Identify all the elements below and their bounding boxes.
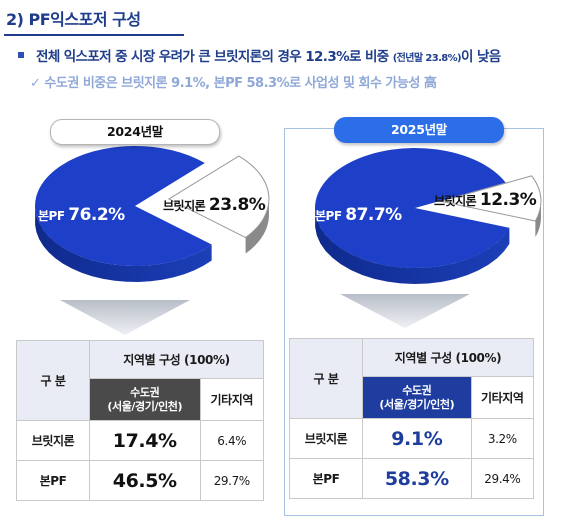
pie-chart-2025 — [315, 147, 542, 284]
arrow-down-left — [60, 300, 190, 335]
slice-value: 87.7% — [345, 205, 402, 225]
row-label: 브릿지론 — [16, 420, 90, 461]
other-value: 29.7% — [199, 460, 264, 501]
table-row: 브릿지론 9.1% 3.2% — [289, 418, 535, 459]
title-underline — [4, 34, 184, 36]
bullet-small-text: (전년말 23.8%) — [392, 53, 462, 64]
capital-value: 58.3% — [362, 458, 472, 499]
table-row: 브릿지론 17.4% 6.4% — [16, 420, 264, 461]
pie-slice-main — [315, 147, 510, 268]
other-value: 29.4% — [470, 458, 535, 499]
table-row: 본PF 58.3% 29.4% — [289, 458, 535, 499]
slice-name: 본PF — [38, 209, 65, 223]
region-table-2024: 구 분 지역별 구성 (100%) 수도권 (서울/경기/인천) 기타지역 브릿… — [16, 340, 264, 501]
year-pill-2024: 2024년말 — [50, 119, 220, 145]
pie-slice-main — [34, 146, 212, 267]
pie-slice-bridge — [167, 155, 270, 239]
pie-label-bridge-2025: 브릿지론 12.3% — [434, 190, 537, 210]
header-capital: 수도권 (서울/경기/인천) — [89, 378, 201, 421]
header-category: 구 분 — [289, 338, 363, 419]
pie-side-bridge — [535, 200, 541, 238]
slice-value: 12.3% — [479, 190, 537, 210]
bullet-main-text: 전체 익스포저 중 시장 우려가 큰 브릿지론의 경우 12.3%로 비중 — [36, 49, 393, 65]
capital-line2: (서울/경기/인천) — [107, 399, 183, 413]
square-bullet-icon — [18, 52, 24, 58]
header-other: 기타지역 — [470, 376, 535, 419]
other-value: 3.2% — [470, 418, 535, 459]
slice-name: 본PF — [315, 209, 342, 223]
header-group: 지역별 구성 (100%) — [89, 340, 264, 379]
header-category: 구 분 — [16, 340, 90, 421]
pie-side-main — [315, 210, 510, 284]
region-table-2025: 구 분 지역별 구성 (100%) 수도권 (서울/경기/인천) 기타지역 브릿… — [289, 338, 535, 499]
pie-label-main-2024: 본PF 76.2% — [38, 205, 125, 225]
row-label: 본PF — [16, 460, 90, 501]
header-group: 지역별 구성 (100%) — [362, 338, 534, 377]
slice-name: 브릿지론 — [434, 194, 477, 208]
row-label: 브릿지론 — [289, 418, 363, 459]
other-value: 6.4% — [199, 420, 264, 461]
pie-slice-bridge — [440, 175, 542, 222]
capital-line1: 수도권 — [402, 383, 432, 397]
header-other: 기타지역 — [199, 378, 264, 421]
capital-value: 17.4% — [89, 420, 201, 461]
capital-line1: 수도권 — [130, 385, 160, 399]
section-title: 2) PF익스포저 구성 — [6, 10, 141, 29]
slice-value: 23.8% — [208, 195, 266, 215]
capital-value: 9.1% — [362, 418, 472, 459]
main-bullet: 전체 익스포저 중 시장 우려가 큰 브릿지론의 경우 12.3%로 비중 (전… — [18, 45, 501, 65]
pie-side-main — [35, 208, 212, 282]
bullet-end-text: 이 낮음 — [461, 49, 501, 65]
arrow-down-right — [340, 294, 470, 328]
table-row: 본PF 46.5% 29.7% — [16, 460, 264, 501]
row-label: 본PF — [289, 458, 363, 499]
slice-value: 76.2% — [68, 205, 125, 225]
header-capital: 수도권 (서울/경기/인천) — [362, 376, 472, 419]
pie-label-bridge-2024: 브릿지론 23.8% — [163, 195, 266, 215]
pie-side-bridge — [245, 198, 269, 254]
slice-name: 브릿지론 — [163, 199, 206, 213]
capital-line2: (서울/경기/인천) — [379, 397, 455, 411]
capital-value: 46.5% — [89, 460, 201, 501]
pie-label-main-2025: 본PF 87.7% — [315, 205, 402, 225]
sub-bullet: ✓ 수도권 비중은 브릿지론 9.1%, 본PF 58.3%로 사업성 및 회수… — [30, 76, 437, 91]
year-pill-2025: 2025년말 — [334, 117, 504, 143]
pie-chart-2024 — [34, 146, 270, 282]
